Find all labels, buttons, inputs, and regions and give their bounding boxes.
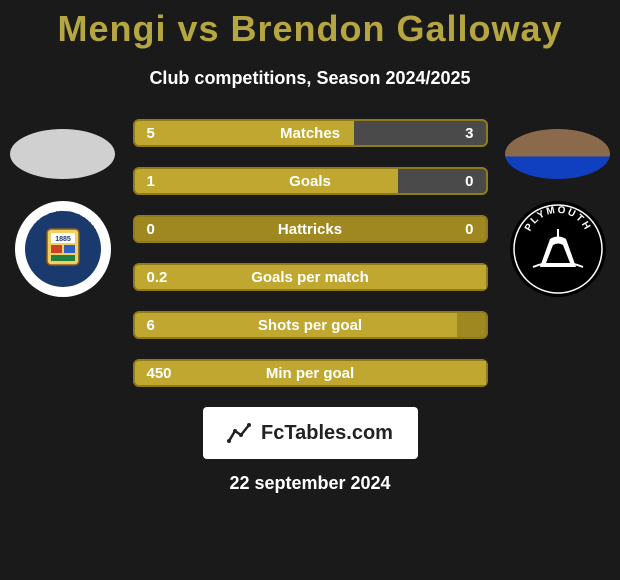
stat-row: 0Hattricks0 [133, 215, 488, 243]
player-right-column: PLYMOUTH [500, 119, 615, 299]
player-left-photo [10, 129, 115, 179]
fctables-logo-text: FcTables.com [261, 422, 393, 445]
stat-label: Goals per match [135, 269, 486, 286]
stat-label: Matches [135, 125, 486, 142]
stat-row: 0.2Goals per match [133, 263, 488, 291]
date: 22 september 2024 [0, 473, 620, 494]
stat-label: Hattricks [135, 221, 486, 238]
club-badge-plymouth: PLYMOUTH [508, 199, 608, 299]
club-badge-luton: LUTON TOWN FOOTBALL CLUB 1885 [13, 199, 113, 299]
stat-label: Min per goal [135, 365, 486, 382]
comparison-content: LUTON TOWN FOOTBALL CLUB 1885 [0, 119, 620, 387]
stat-row: 6Shots per goal [133, 311, 488, 339]
subtitle: Club competitions, Season 2024/2025 [0, 68, 620, 89]
stats-bars: 5Matches31Goals00Hattricks00.2Goals per … [133, 119, 488, 387]
stat-row: 450Min per goal [133, 359, 488, 387]
svg-text:1885: 1885 [55, 236, 71, 243]
player-left-column: LUTON TOWN FOOTBALL CLUB 1885 [5, 119, 120, 299]
stat-label: Goals [135, 173, 486, 190]
page-title: Mengi vs Brendon Galloway [0, 0, 620, 50]
fctables-logo: FcTables.com [203, 407, 418, 459]
stat-row: 1Goals0 [133, 167, 488, 195]
stat-label: Shots per goal [135, 317, 486, 334]
player-right-photo [505, 129, 610, 179]
stat-value-right: 0 [465, 221, 473, 238]
stat-value-right: 3 [465, 125, 473, 142]
stat-value-right: 0 [465, 173, 473, 190]
stat-row: 5Matches3 [133, 119, 488, 147]
